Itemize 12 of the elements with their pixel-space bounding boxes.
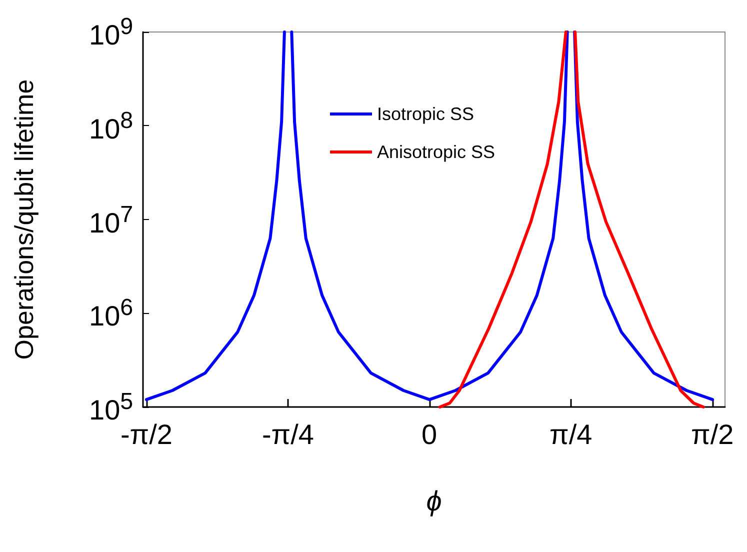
legend-label: Isotropic SS xyxy=(377,104,474,124)
legend-label: Anisotropic SS xyxy=(377,142,496,162)
y-tick-label: 10$^{8}$ xyxy=(89,106,134,144)
x-tick-label: π/2 xyxy=(691,419,734,450)
x-tick-label: π/4 xyxy=(550,419,592,450)
y-axis-title: Operations/qubit lifetime xyxy=(9,79,39,360)
x-tick-label: -π/4 xyxy=(262,419,314,450)
x-tick-label: 0 xyxy=(421,419,438,450)
x-axis-title: ϕ xyxy=(426,486,442,516)
y-tick-label: 10$^{9}$ xyxy=(89,13,134,50)
y-tick-label: 10$^{6}$ xyxy=(89,294,134,332)
y-tick-label: 10$^{7}$ xyxy=(89,200,134,238)
